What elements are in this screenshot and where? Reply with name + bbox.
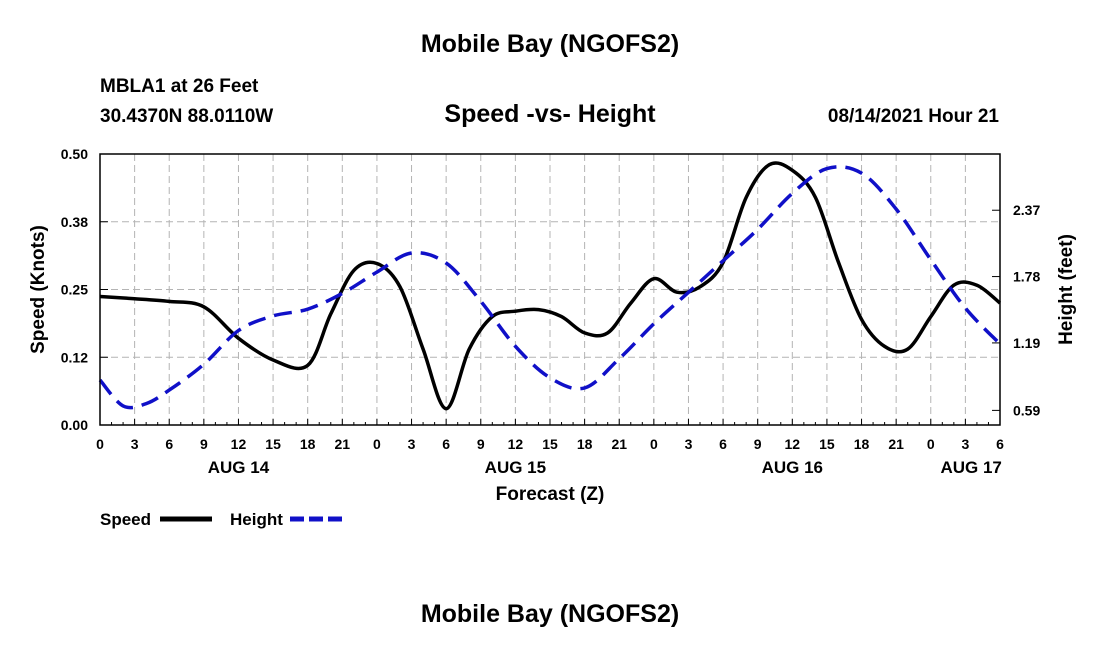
series-lines bbox=[98, 161, 1002, 411]
y-right-tick-label: 0.59 bbox=[1013, 402, 1040, 418]
date-label: AUG 15 bbox=[485, 458, 546, 477]
x-tick-label: 15 bbox=[819, 436, 835, 452]
station-coordinates: 30.4370N 88.0110W bbox=[100, 106, 274, 127]
x-tick-label: 0 bbox=[96, 436, 104, 452]
y-left-tick-label: 0.38 bbox=[61, 214, 88, 230]
y-left-tick-label: 0.50 bbox=[61, 146, 88, 162]
forecast-run-time: 08/14/2021 Hour 21 bbox=[827, 106, 999, 127]
x-tick-label: 0 bbox=[650, 436, 658, 452]
x-tick-label: 18 bbox=[854, 436, 870, 452]
x-tick-label: 6 bbox=[996, 436, 1004, 452]
date-label: AUG 16 bbox=[762, 458, 823, 477]
grid-lines bbox=[100, 154, 1000, 425]
x-tick-label: 9 bbox=[200, 436, 208, 452]
x-tick-label: 12 bbox=[231, 436, 247, 452]
y-right-tick-label: 1.78 bbox=[1013, 269, 1040, 285]
x-tick-label: 3 bbox=[131, 436, 139, 452]
date-label: AUG 14 bbox=[208, 458, 270, 477]
y-right-tick-label: 1.19 bbox=[1013, 335, 1040, 351]
station-name: MBLA1 at 26 Feet bbox=[100, 76, 259, 97]
x-tick-label: 15 bbox=[542, 436, 558, 452]
x-tick-label: 9 bbox=[477, 436, 485, 452]
y-right-tick-label: 2.37 bbox=[1013, 202, 1040, 218]
x-tick-label: 3 bbox=[685, 436, 693, 452]
y-left-axis-title: Speed (Knots) bbox=[28, 225, 49, 354]
legend-label-speed: Speed bbox=[100, 510, 151, 529]
chart-title: Speed -vs- Height bbox=[444, 100, 656, 128]
x-tick-label: 3 bbox=[961, 436, 969, 452]
x-tick-label: 9 bbox=[754, 436, 762, 452]
x-tick-label: 12 bbox=[508, 436, 524, 452]
x-tick-label: 18 bbox=[577, 436, 593, 452]
x-tick-label: 21 bbox=[888, 436, 904, 452]
y-left-tick-label: 0.00 bbox=[61, 417, 88, 433]
legend: Speed Height bbox=[100, 510, 342, 529]
x-axis-title: Forecast (Z) bbox=[496, 484, 605, 505]
y-left-tick-label: 0.25 bbox=[61, 282, 88, 298]
date-label: AUG 17 bbox=[940, 458, 1001, 477]
series-line-speed bbox=[99, 161, 1002, 411]
axis-ticks bbox=[99, 153, 1001, 426]
legend-label-height: Height bbox=[230, 510, 283, 529]
y-left-tick-label: 0.12 bbox=[61, 349, 88, 365]
x-tick-label: 18 bbox=[300, 436, 316, 452]
x-tick-label: 6 bbox=[719, 436, 727, 452]
x-tick-label: 6 bbox=[165, 436, 173, 452]
x-tick-label: 3 bbox=[408, 436, 416, 452]
footer-title: Mobile Bay (NGOFS2) bbox=[420, 600, 680, 628]
x-tick-label: 15 bbox=[265, 436, 281, 452]
x-tick-label: 12 bbox=[785, 436, 801, 452]
x-tick-label: 0 bbox=[927, 436, 935, 452]
page-title: Mobile Bay (NGOFS2) bbox=[420, 30, 680, 58]
x-tick-label: 21 bbox=[335, 436, 351, 452]
x-tick-label: 6 bbox=[442, 436, 450, 452]
x-tick-label: 21 bbox=[611, 436, 627, 452]
axis-labels: 0 3 6 9 12 15 18 21 0 3 6 9 12 15 18 21 0 3 6 9 12 15 18 21 0 3 6 A… bbox=[28, 146, 1077, 505]
x-tick-label: 0 bbox=[373, 436, 381, 452]
y-right-axis-title: Height (feet) bbox=[1056, 234, 1077, 345]
